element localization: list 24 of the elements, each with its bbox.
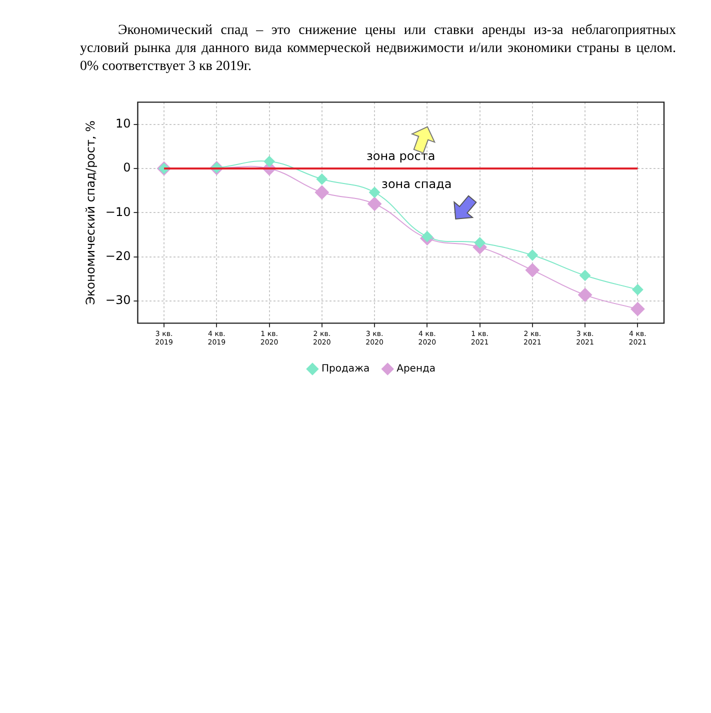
- y-tick-label: −30: [105, 293, 131, 308]
- point: [264, 156, 275, 167]
- chart-title: Экономический спад – это снижение цены или ставки аренды из-за неблагоприятных условий рынка для данного вида коммерческой недвижимости и/или экономики страны в целом. 0% соответствует 3 кв 2019г.: [80, 22, 676, 76]
- point: [314, 185, 329, 200]
- point: [369, 186, 380, 198]
- legend-label: Аренда: [396, 364, 436, 375]
- point: [632, 284, 644, 296]
- annotation: зона спада: [382, 176, 452, 191]
- point: [578, 288, 592, 302]
- point: [422, 231, 433, 242]
- point: [580, 270, 591, 281]
- annotation: зона роста: [366, 149, 436, 164]
- y-tick-label: 0: [123, 160, 131, 175]
- point: [368, 196, 382, 211]
- y-tick-label: 10: [115, 116, 131, 130]
- point: [525, 263, 540, 278]
- point: [316, 174, 328, 185]
- y-tick-label: −10: [105, 204, 131, 219]
- point: [474, 237, 486, 248]
- legend-label: Продажа: [321, 364, 370, 375]
- point: [526, 250, 538, 261]
- point: [630, 302, 645, 316]
- y-tick-label: −20: [105, 249, 131, 264]
- y-axis-title: Экономический спад/рост, %: [83, 120, 98, 305]
